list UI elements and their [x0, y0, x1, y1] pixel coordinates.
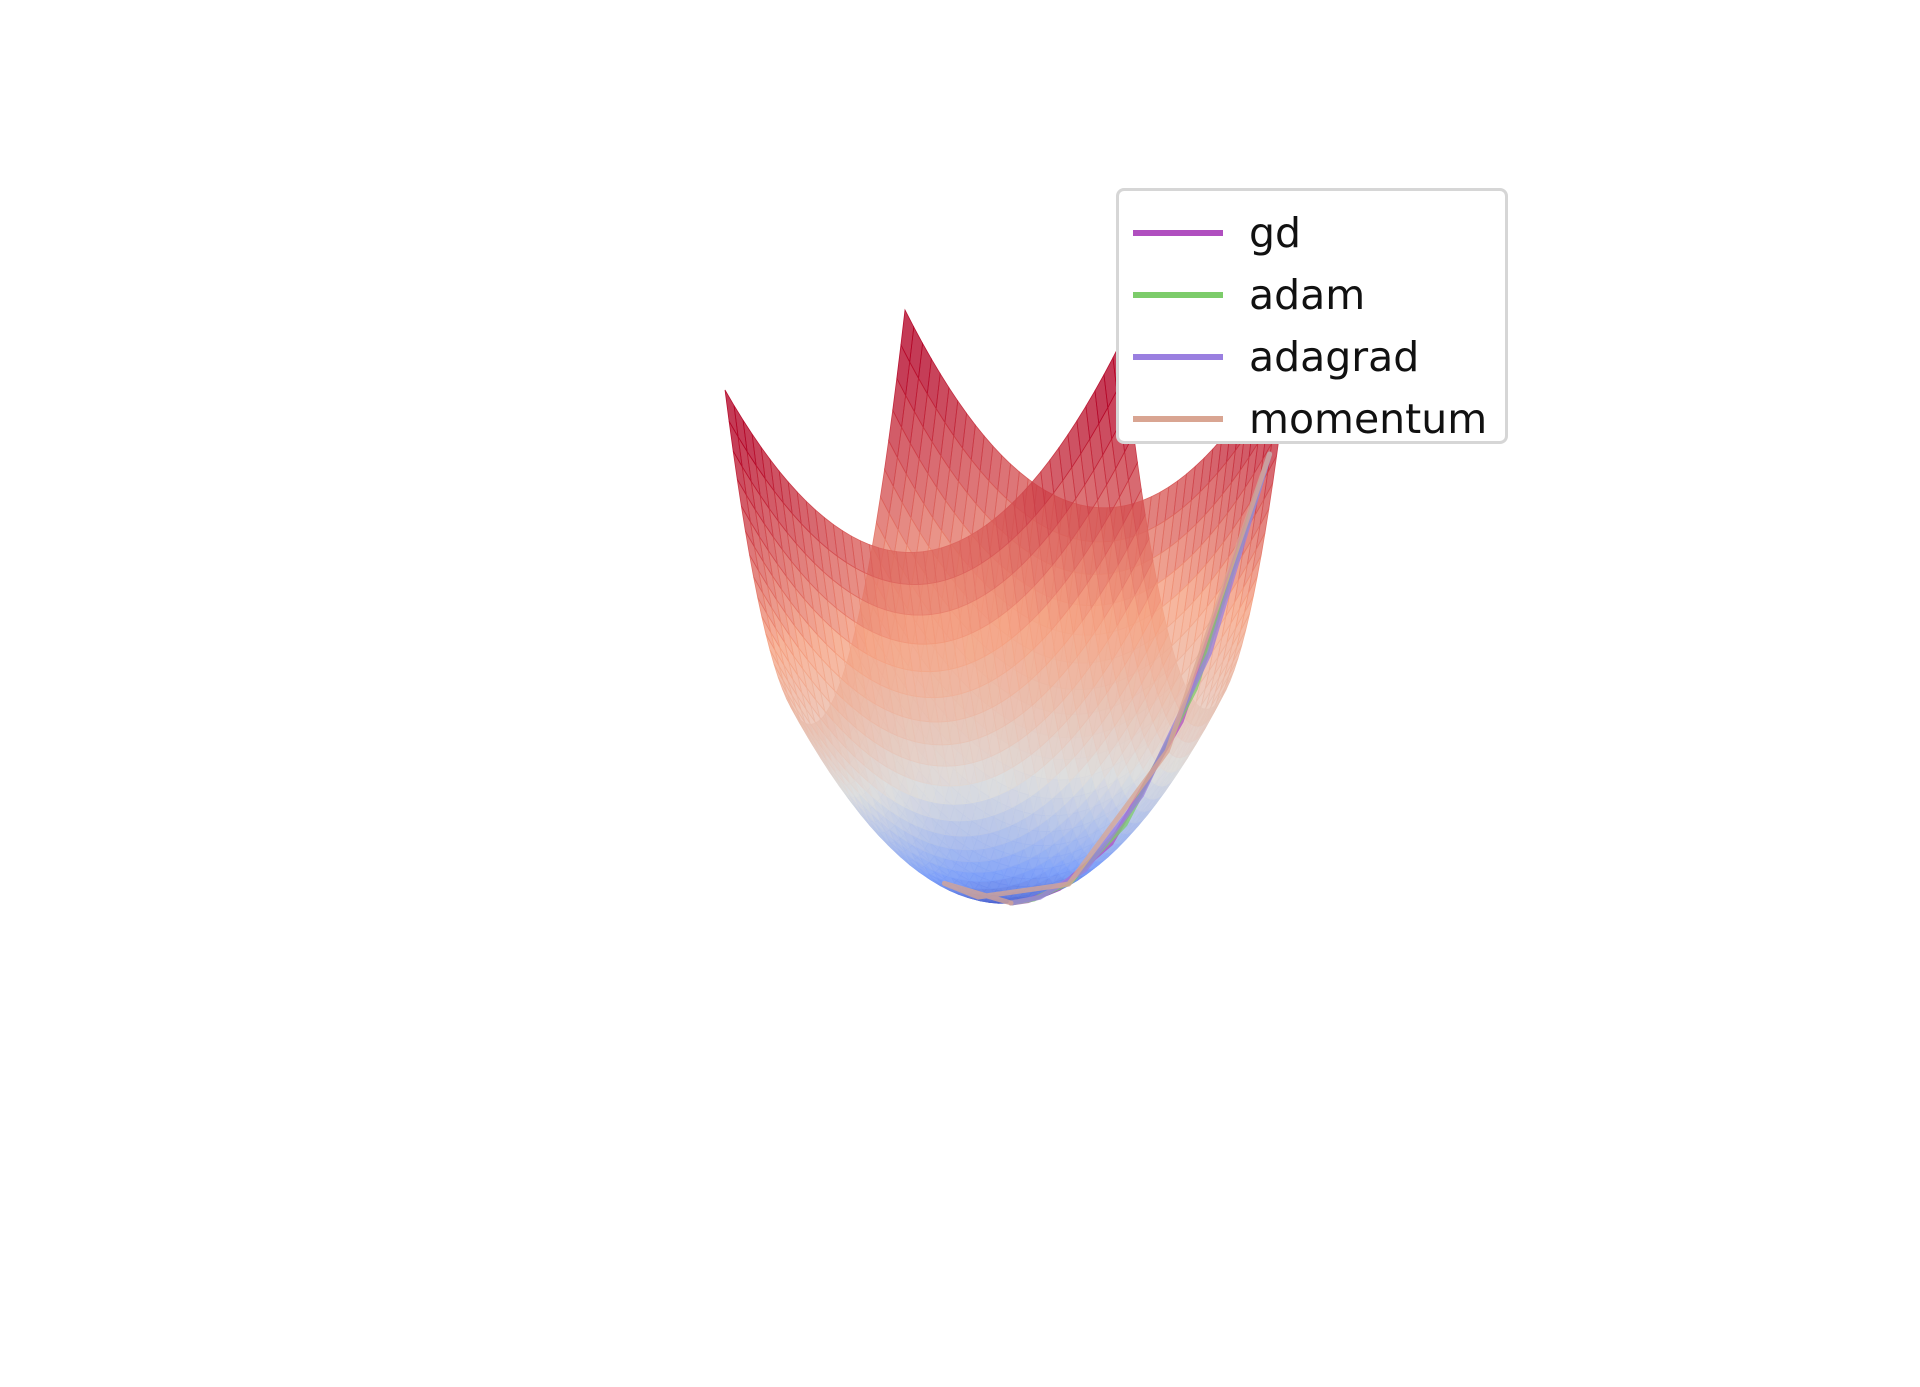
legend-entry-adam: adam	[1119, 265, 1505, 325]
legend-label-adam: adam	[1249, 271, 1366, 319]
legend-entry-gd: gd	[1119, 203, 1505, 263]
legend-label-gd: gd	[1249, 209, 1302, 257]
path-adagrad	[1008, 451, 1273, 906]
legend-label-adagrad: adagrad	[1249, 333, 1420, 381]
optimizer-paths	[941, 451, 1273, 906]
legend-swatch-adam	[1133, 292, 1223, 298]
legend-label-momentum: momentum	[1249, 395, 1488, 443]
legend-entry-momentum: momentum	[1119, 389, 1505, 449]
legend-swatch-adagrad	[1133, 354, 1223, 360]
surface-mesh	[724, 308, 1293, 904]
legend-swatch-momentum	[1133, 416, 1223, 422]
legend-swatch-gd	[1133, 230, 1223, 236]
path-momentum	[941, 451, 1273, 906]
legend-entry-adagrad: adagrad	[1119, 327, 1505, 387]
legend: gd adam adagrad momentum	[1116, 188, 1508, 444]
